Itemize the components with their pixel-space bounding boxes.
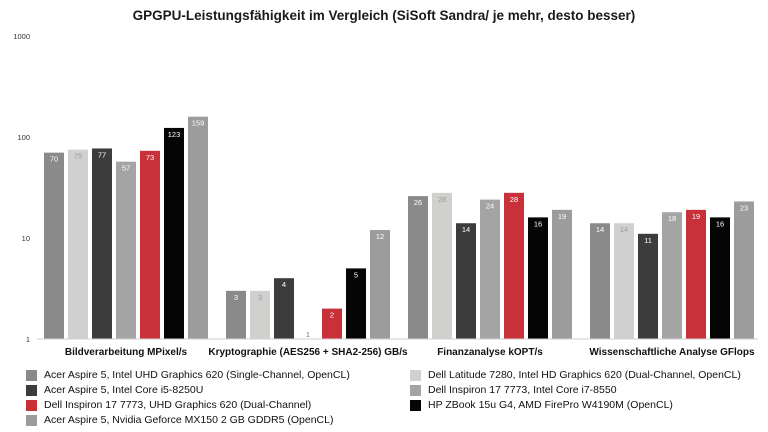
bar-value-label: 5 [354,270,358,279]
x-category-label: Wissenschaftliche Analyse GFlops [589,347,755,358]
legend-label: Acer Aspire 5, Nvidia Geforce MX150 2 GB… [44,414,334,426]
bar-value-label: 159 [192,119,205,128]
bar [250,290,270,339]
bar-value-label: 123 [168,130,181,139]
legend-label: HP ZBook 15u G4, AMD FirePro W4190M (Ope… [428,399,673,411]
bar [590,223,610,339]
y-tick-label: 1 [26,335,30,344]
legend-label: Acer Aspire 5, Intel Core i5-8250U [44,384,204,396]
x-category-label: Kryptographie (AES256 + SHA2-256) GB/s [208,347,408,358]
bar-group: 26 28 14 24 28 16 19 [408,192,572,339]
y-tick-label: 1000 [13,32,30,41]
legend-swatch [410,369,421,381]
legend-swatch [26,414,37,426]
bar [456,223,476,339]
bar-value-label: 28 [438,195,446,204]
legend: Acer Aspire 5, Intel UHD Graphics 620 (S… [26,368,766,430]
bar-value-label: 70 [50,155,58,164]
bar [432,192,452,339]
bar [504,192,524,339]
bar-value-label: 18 [668,214,676,223]
bar-value-label: 19 [692,212,700,221]
bar [44,152,64,339]
bar [164,127,184,339]
legend-item: Dell Inspiron 17 7773, Intel Core i7-855… [410,383,617,397]
bar-value-label: 57 [122,164,130,173]
bar-value-label: 11 [644,236,652,245]
bar [92,148,112,339]
bar-value-label: 12 [376,232,384,241]
legend-swatch [26,369,37,381]
bar-value-label: 23 [740,203,748,212]
x-category-label: Finanzanalyse kOPT/s [437,347,543,358]
bar [408,196,428,339]
y-tick-label: 100 [17,133,30,142]
bar-value-label: 16 [716,219,724,228]
bar [480,199,500,339]
bar [68,149,88,339]
bar [552,209,572,339]
legend-swatch [26,399,37,411]
bar-value-label: 3 [234,293,238,302]
bar [710,217,730,339]
bar-group: 70 75 77 57 73 123 159 [44,116,208,339]
bar [528,217,548,339]
bar [322,308,342,339]
bar-value-label: 14 [462,225,470,234]
bar [686,209,706,339]
bar-value-label: 14 [596,225,604,234]
legend-item: Acer Aspire 5, Nvidia Geforce MX150 2 GB… [26,413,333,427]
bar [226,290,246,339]
bar [346,268,366,339]
bar [614,223,634,339]
bar-value-label: 28 [510,195,518,204]
legend-label: Dell Latitude 7280, Intel HD Graphics 62… [428,369,741,381]
legend-item: Dell Latitude 7280, Intel HD Graphics 62… [410,368,741,382]
y-axis: 1 10 100 1000 [13,32,30,344]
bar-value-label: 77 [98,150,106,159]
x-category-label: Bildverarbeitung MPixel/s [65,347,188,358]
bar-value-label: 26 [414,198,422,207]
legend-item: Dell Inspiron 17 7773, UHD Graphics 620 … [26,398,311,412]
legend-label: Dell Inspiron 17 7773, UHD Graphics 620 … [44,399,312,411]
legend-item: Acer Aspire 5, Intel UHD Graphics 620 (S… [26,368,350,382]
legend-swatch [410,399,421,411]
bar-value-label: 16 [534,219,542,228]
bar-value-label: 75 [74,152,82,161]
bar-value-label: 73 [146,153,154,162]
legend-swatch [410,384,421,396]
legend-swatch [26,384,37,396]
bar-group: 14 14 11 18 19 16 23 [590,201,754,339]
chart-title: GPGPU-Leistungsfähigkeit im Vergleich (S… [132,8,636,23]
legend-label: Dell Inspiron 17 7773, Intel Core i7-855… [428,384,617,396]
legend-label: Acer Aspire 5, Intel UHD Graphics 620 (S… [44,369,350,381]
bar [274,278,294,339]
bar-value-label: 3 [258,293,262,302]
x-axis: Bildverarbeitung MPixel/s Kryptographie (… [37,338,758,358]
bar-value-label: 24 [486,202,494,211]
bar-value-label: 19 [558,212,566,221]
bar-value-label: 2 [330,311,334,320]
bar-value-label: 14 [620,225,628,234]
y-tick-label: 10 [22,234,30,243]
bar [734,201,754,339]
bar [638,233,658,339]
legend-item: Acer Aspire 5, Intel Core i5-8250U [26,383,203,397]
legend-item: HP ZBook 15u G4, AMD FirePro W4190M (Ope… [410,398,673,412]
bar [662,212,682,339]
bar [140,150,160,339]
bar [188,116,208,339]
bar-value-label: 1 [306,330,310,339]
bar [370,230,390,339]
bar-value-label: 4 [282,280,286,289]
bar [116,161,136,339]
